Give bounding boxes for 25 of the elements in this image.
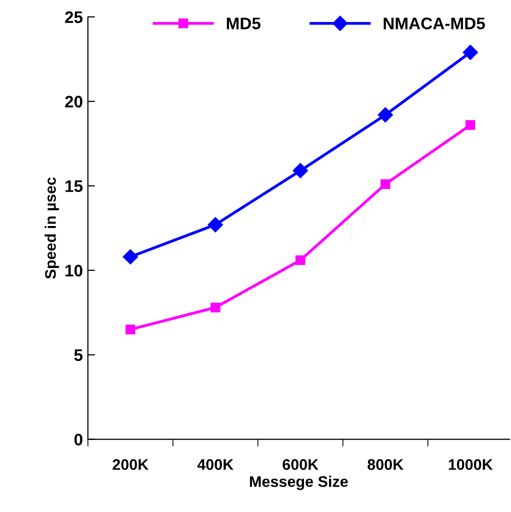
point [462,44,478,60]
point [466,120,476,130]
y-tick-label: 0 [74,434,82,446]
point [296,255,306,266]
x-axis-title: Messege Size [250,476,348,490]
point [378,107,393,122]
y-tick-label: 25 [65,11,83,24]
x-tick-label: 800K [368,459,404,470]
point [292,163,308,178]
point [380,179,390,190]
point [126,324,136,334]
x-tick-label: 600K [282,459,318,470]
x-tick-label: 1000K [448,459,493,470]
y-tick-label: 10 [66,264,82,277]
y-axis-title: Speed in µsec [44,177,59,279]
y-tick-label: 5 [74,349,83,362]
point [208,217,223,232]
x-tick-label: 200K [112,459,149,470]
y-tick-label: 15 [66,180,83,192]
x-tick-label: 400K [197,459,234,470]
legend-label: NMACA-MD5 [384,18,485,30]
y-tick-label: 20 [65,96,82,108]
point [122,249,138,264]
legend-label: MD5 [226,18,261,30]
point [210,302,220,312]
